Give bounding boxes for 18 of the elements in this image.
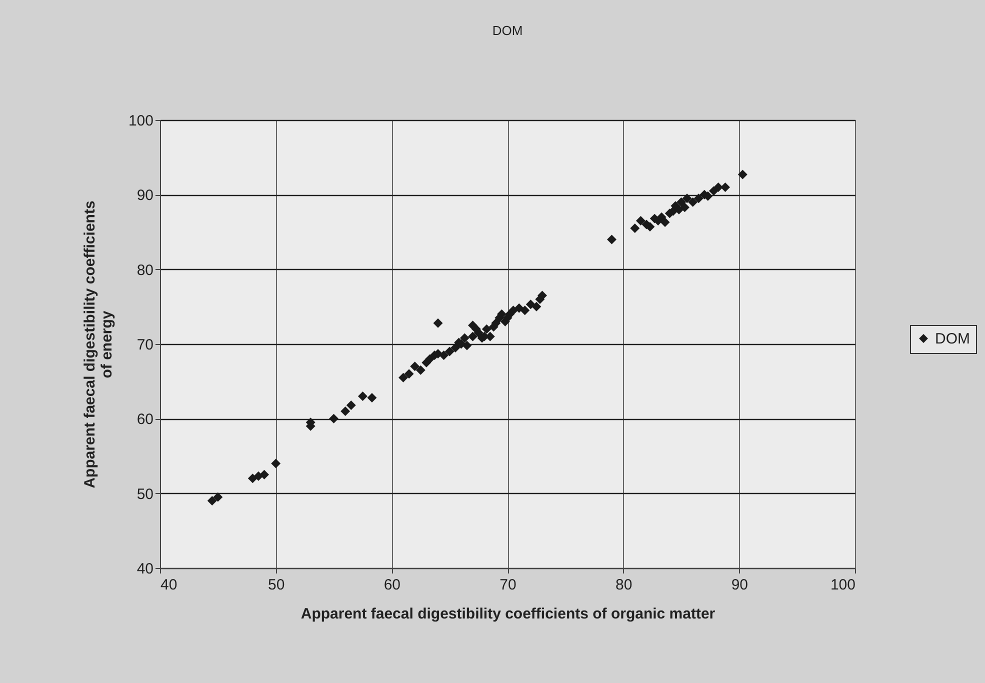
x-tick-label: 90 [731,576,748,594]
y-tick-label: 70 [136,336,154,354]
x-tick-label: 80 [615,576,632,594]
x-tick-label: 70 [500,576,516,594]
x-tick-label: 50 [268,576,285,594]
y-axis-title: Apparent faecal digestibility coefficients of energy [81,200,116,488]
y-tick-label: 100 [128,112,154,130]
x-tick-label: 100 [830,576,856,594]
y-tick-label: 40 [136,560,154,578]
x-tick-label: 40 [160,576,178,594]
x-tick-label: 60 [384,576,401,594]
y-tick-label: 90 [136,187,154,204]
y-tick-label: 50 [136,486,154,503]
y-tick-label: 60 [136,411,154,428]
chart-title: DOM [492,23,523,38]
legend-label: DOM [935,330,970,348]
y-tick-label: 80 [136,262,154,279]
x-axis-title: Apparent faecal digestibility coefficients of organic matter [300,606,716,622]
